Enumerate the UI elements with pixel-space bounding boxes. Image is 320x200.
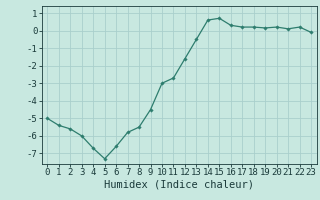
X-axis label: Humidex (Indice chaleur): Humidex (Indice chaleur) [104, 180, 254, 190]
